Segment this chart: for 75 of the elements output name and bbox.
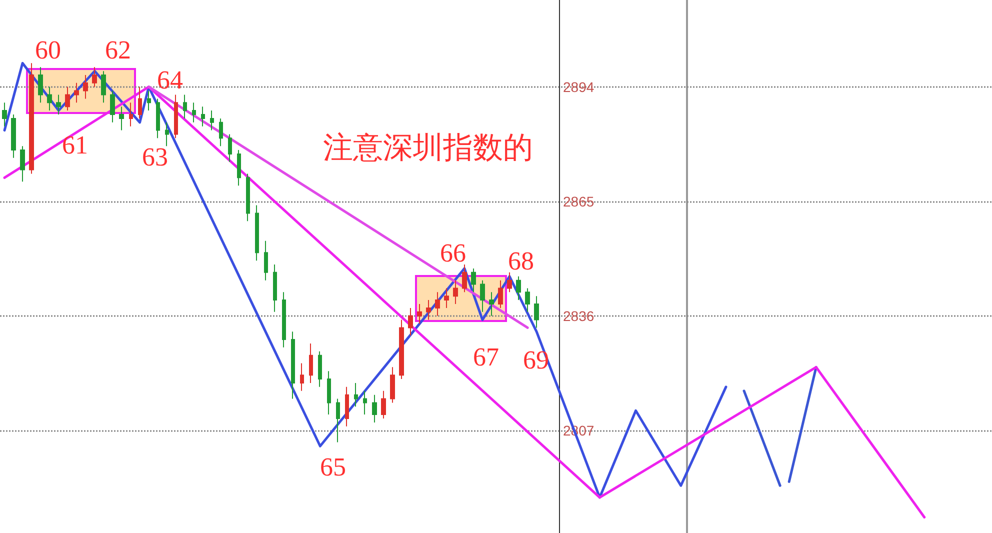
candlestick <box>534 296 539 328</box>
y-tick-label: 2894 <box>563 78 594 95</box>
candlestick <box>219 118 223 147</box>
candlestick <box>156 98 160 139</box>
candlestick <box>29 62 34 174</box>
candlestick <box>201 106 205 127</box>
candlestick <box>471 268 476 293</box>
candlestick <box>300 362 304 392</box>
candlestick <box>444 288 449 308</box>
annotation: 69 <box>523 346 549 374</box>
candlestick <box>174 94 178 139</box>
candlestick <box>318 350 322 388</box>
annotation: 63 <box>142 142 168 172</box>
y-tick-label: 2836 <box>563 308 594 324</box>
candlestick <box>47 86 52 112</box>
candlestick <box>273 264 277 312</box>
candlestick <box>264 240 268 281</box>
candlestick <box>183 94 187 119</box>
candlestick <box>462 264 467 293</box>
candlestick <box>426 300 431 320</box>
candlestick <box>20 146 25 182</box>
candlestick <box>129 102 133 127</box>
candlestick <box>255 204 259 262</box>
candlestick <box>210 110 214 131</box>
candlestick <box>489 292 494 316</box>
annotation: 60 <box>35 36 61 64</box>
candlestick <box>525 288 530 312</box>
candlestick <box>138 86 142 119</box>
annotation: 注意深圳指数的 <box>323 130 533 166</box>
candlestick <box>345 386 349 427</box>
annotation: 68 <box>508 246 534 276</box>
annotation: 67 <box>473 342 499 372</box>
candlestick <box>74 82 79 104</box>
line-series <box>3 62 728 499</box>
candlestick <box>2 102 7 127</box>
candlestick <box>282 292 286 348</box>
candlestick <box>516 276 521 301</box>
candlestick <box>408 307 413 336</box>
candlestick <box>381 390 386 420</box>
annotation: 65 <box>320 452 346 482</box>
candlestick <box>354 382 358 408</box>
candlestick <box>92 66 97 88</box>
candlestick <box>507 272 512 293</box>
candlestick <box>119 106 124 131</box>
candlestick <box>56 94 61 115</box>
annotation: 62 <box>105 36 131 64</box>
candlestick <box>327 370 331 416</box>
annotation: 66 <box>440 238 466 268</box>
candlestick <box>336 398 340 443</box>
candlestick <box>498 280 503 308</box>
candlestick <box>65 86 70 112</box>
candlestick <box>309 342 313 384</box>
candlestick <box>83 74 88 100</box>
candlestick <box>399 319 404 380</box>
candlestick <box>192 102 196 123</box>
candlestick <box>110 90 115 123</box>
candlestick <box>147 90 151 112</box>
candlestick <box>38 66 43 104</box>
candlestick <box>363 390 367 416</box>
candlestick <box>435 292 440 316</box>
annotation: 64 <box>157 66 183 94</box>
candlestick <box>291 331 295 400</box>
candlestick <box>453 280 458 305</box>
candlestick <box>246 173 250 222</box>
annotation: 61 <box>62 130 88 160</box>
candlestick <box>237 150 241 186</box>
candlestick <box>165 122 169 147</box>
candlestick <box>11 114 16 158</box>
y-tick-label: 2865 <box>563 193 594 210</box>
candlestick <box>390 366 395 404</box>
candlestick <box>417 304 422 324</box>
candlestick <box>228 134 232 162</box>
candlestick <box>101 70 106 104</box>
candlestick <box>480 280 485 312</box>
candlestick <box>372 394 377 423</box>
